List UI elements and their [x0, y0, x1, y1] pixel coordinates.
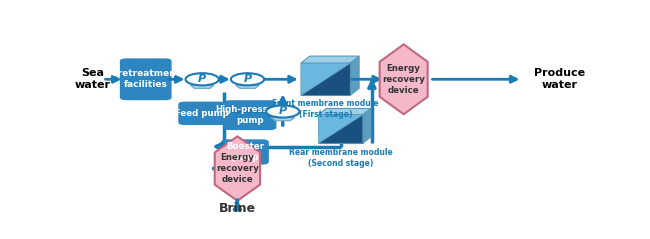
Text: P: P: [279, 107, 287, 116]
FancyBboxPatch shape: [179, 102, 226, 124]
Text: Pretreatment
facilities: Pretreatment facilities: [111, 69, 180, 89]
Polygon shape: [318, 109, 371, 115]
Polygon shape: [301, 63, 350, 95]
FancyBboxPatch shape: [224, 101, 276, 130]
Polygon shape: [190, 85, 214, 88]
Polygon shape: [350, 56, 359, 95]
Text: Produce
water: Produce water: [534, 68, 586, 91]
Text: P: P: [243, 74, 252, 84]
Polygon shape: [380, 44, 428, 114]
Polygon shape: [214, 136, 260, 201]
Polygon shape: [363, 109, 371, 143]
Circle shape: [185, 73, 219, 85]
Circle shape: [266, 105, 300, 118]
Text: Sea
water: Sea water: [74, 68, 111, 91]
Polygon shape: [301, 63, 350, 95]
Text: Energy
recovery
device: Energy recovery device: [382, 64, 425, 95]
FancyBboxPatch shape: [120, 59, 171, 99]
Polygon shape: [318, 115, 363, 143]
Polygon shape: [301, 56, 359, 63]
Text: Front membrane module
(First stage): Front membrane module (First stage): [272, 99, 379, 119]
Polygon shape: [271, 118, 294, 121]
Polygon shape: [318, 115, 363, 143]
Text: High-pressure
pump: High-pressure pump: [215, 105, 285, 125]
Polygon shape: [318, 115, 363, 143]
Text: Feed pump: Feed pump: [176, 109, 229, 118]
Text: Rear membrane module
(Second stage): Rear membrane module (Second stage): [289, 148, 393, 168]
Text: P: P: [198, 74, 206, 84]
Circle shape: [231, 73, 264, 85]
Text: Energy
recovery
device: Energy recovery device: [216, 153, 259, 184]
FancyBboxPatch shape: [222, 140, 268, 164]
Polygon shape: [236, 85, 259, 88]
Text: Booster
pump: Booster pump: [226, 142, 264, 162]
Polygon shape: [301, 63, 350, 95]
Text: Brine: Brine: [219, 202, 256, 215]
